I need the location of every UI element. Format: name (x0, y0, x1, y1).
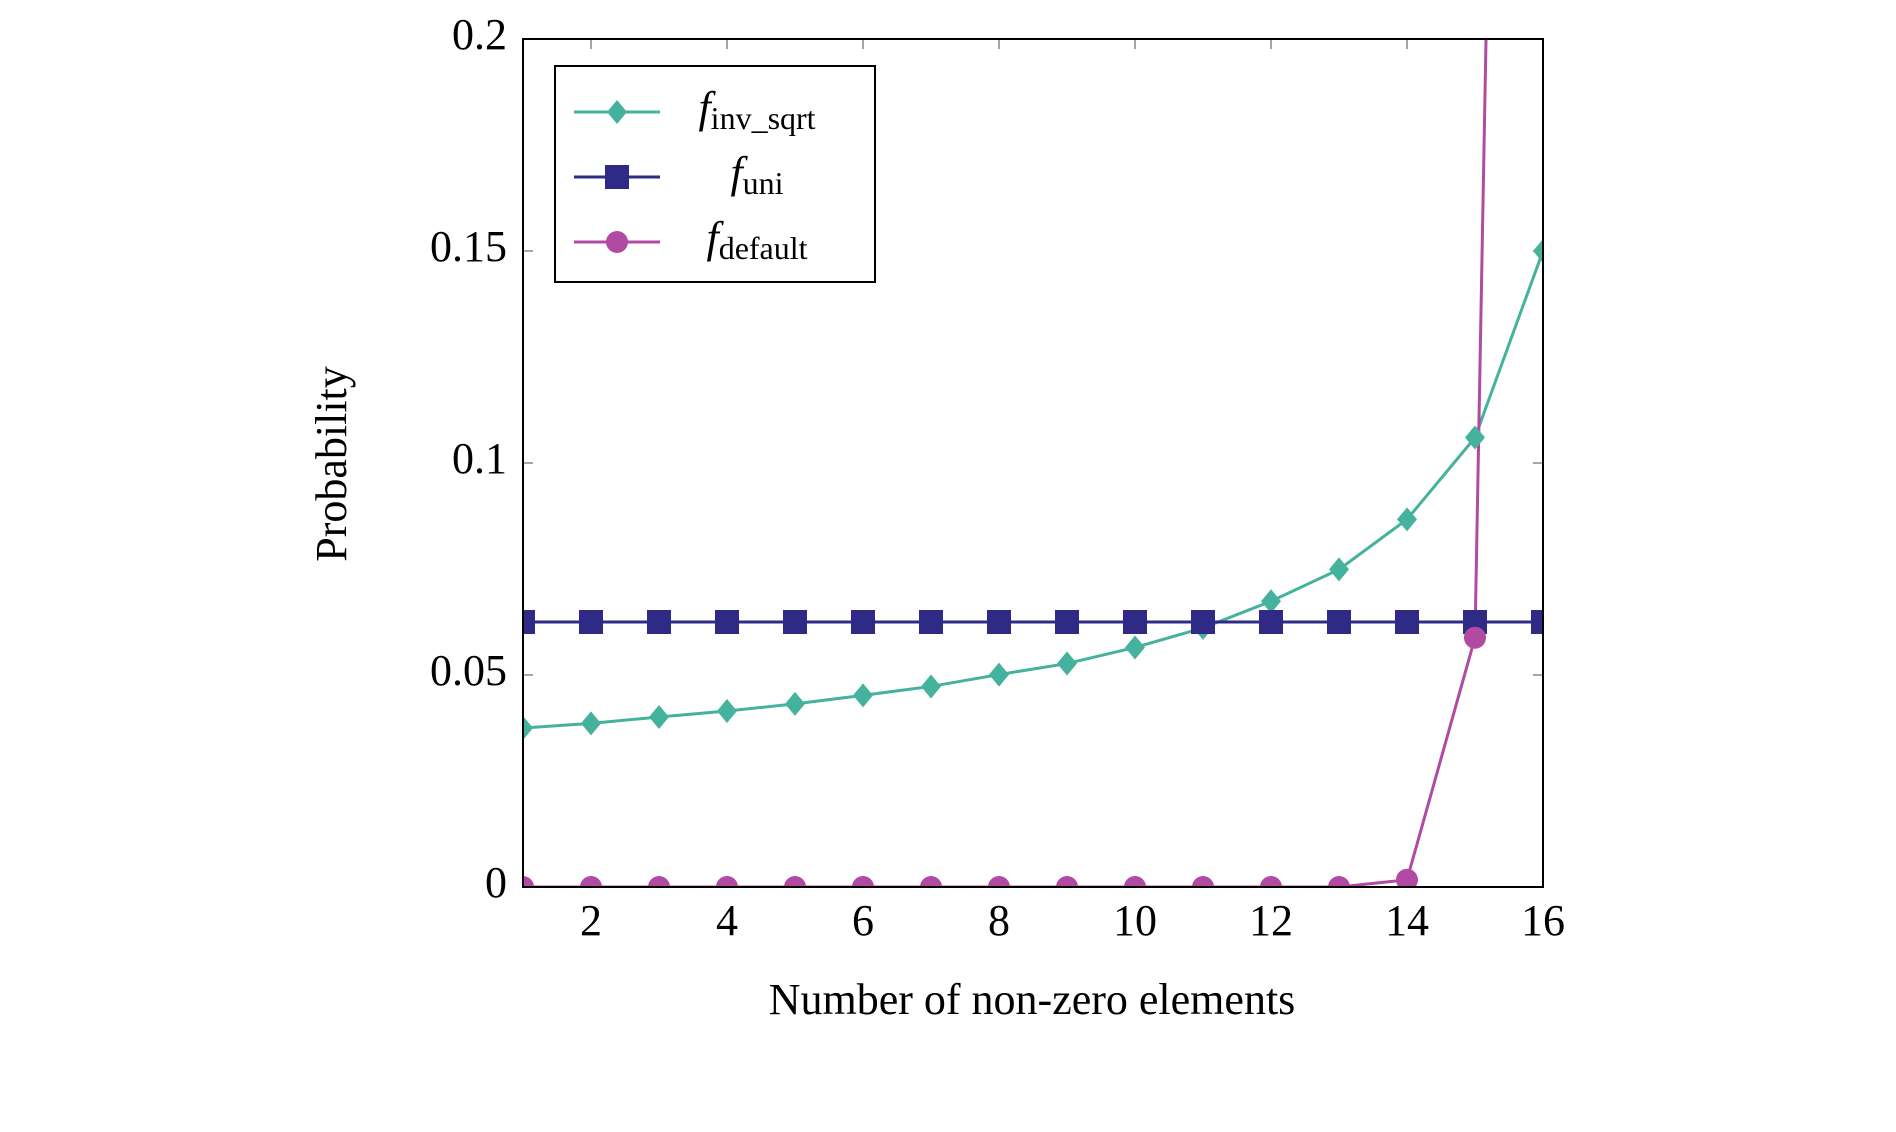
x-tick-label: 14 (1385, 896, 1429, 945)
marker (921, 674, 941, 699)
marker (1531, 610, 1543, 634)
marker (1533, 239, 1543, 263)
y-tick-label: 0.1 (452, 434, 507, 483)
y-tick-label: 0.2 (452, 10, 507, 59)
marker (717, 699, 737, 724)
plot-area (523, 39, 1543, 887)
legend-marker (605, 165, 629, 189)
marker (1329, 557, 1349, 582)
marker (579, 610, 603, 634)
y-tick-label: 0.15 (430, 222, 507, 271)
legend-label: fdefault (706, 213, 807, 266)
marker (1396, 868, 1418, 887)
marker (1056, 876, 1078, 887)
x-tick-label: 6 (852, 896, 874, 945)
marker (1191, 610, 1215, 634)
legend-marker (606, 231, 628, 253)
marker (647, 610, 671, 634)
marker (1397, 507, 1417, 532)
marker (1192, 876, 1214, 887)
marker (1057, 651, 1077, 676)
legend-marker (607, 100, 627, 124)
marker (1327, 610, 1351, 634)
marker (852, 876, 874, 887)
marker (1465, 425, 1485, 450)
marker (1328, 876, 1350, 887)
series-line (523, 39, 1488, 887)
marker (1464, 626, 1486, 649)
x-tick-label: 16 (1521, 896, 1565, 945)
marker (1055, 610, 1079, 634)
marker (523, 610, 535, 634)
marker (1260, 876, 1282, 887)
marker (580, 876, 602, 887)
marker (523, 716, 533, 740)
marker (784, 876, 806, 887)
marker (853, 683, 873, 708)
marker (851, 610, 875, 634)
x-tick-label: 2 (580, 896, 602, 945)
x-tick-label: 10 (1113, 896, 1157, 945)
marker (919, 610, 943, 634)
marker (988, 876, 1010, 887)
x-axis-label: Number of non-zero elements (769, 975, 1296, 1024)
marker (783, 610, 807, 634)
marker (1261, 589, 1281, 614)
marker (715, 610, 739, 634)
marker (1395, 610, 1419, 634)
marker (648, 876, 670, 887)
marker (1259, 610, 1283, 634)
marker (523, 876, 534, 887)
series-line (523, 250, 1543, 730)
marker (649, 704, 669, 729)
y-tick-label: 0 (485, 858, 507, 907)
marker (920, 876, 942, 887)
marker (987, 610, 1011, 634)
marker (785, 691, 805, 716)
marker (1124, 876, 1146, 887)
x-tick-label: 8 (988, 896, 1010, 945)
marker (581, 711, 601, 736)
marker (989, 662, 1009, 687)
marker (1125, 635, 1145, 660)
marker (716, 876, 738, 887)
plot-frame (522, 38, 1544, 888)
x-tick-label: 4 (716, 896, 738, 945)
y-tick-label: 0.05 (430, 646, 507, 695)
y-axis-label: Probability (307, 366, 356, 562)
x-tick-label: 12 (1249, 896, 1293, 945)
marker (1123, 610, 1147, 634)
